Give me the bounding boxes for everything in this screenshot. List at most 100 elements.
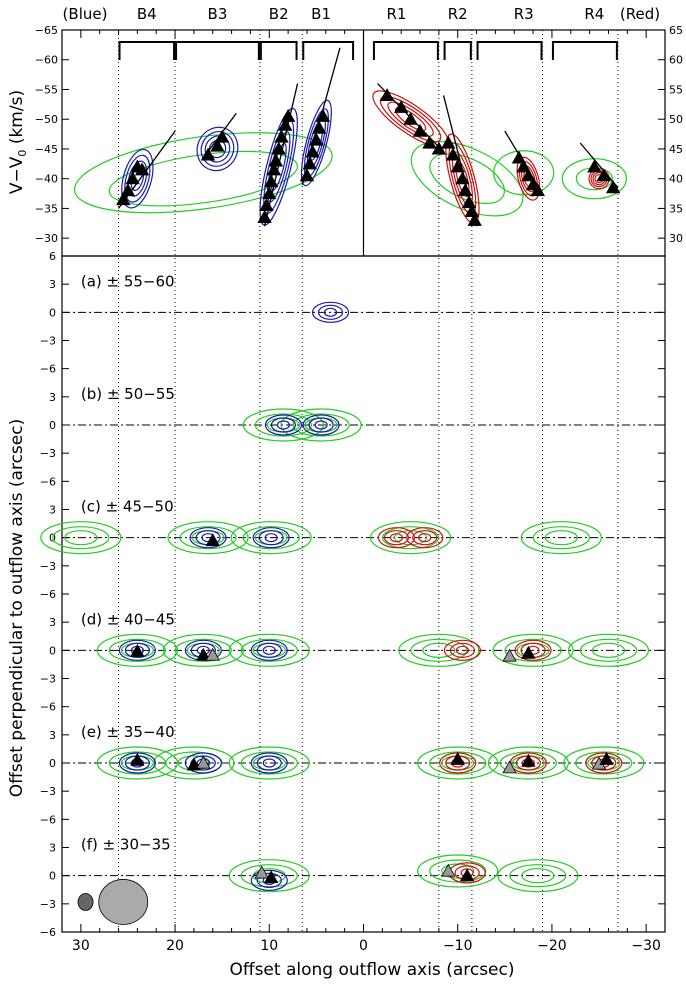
channel-y-tick-label: 0 bbox=[49, 419, 56, 432]
pv-blue-marker bbox=[312, 120, 327, 134]
knot-bracket bbox=[443, 41, 472, 60]
channel-black-marker bbox=[450, 751, 465, 765]
pv-red-marker bbox=[445, 147, 461, 161]
pv-fit-line bbox=[263, 83, 299, 227]
channel-blue-contour bbox=[262, 645, 276, 655]
channel-panel-label: (b) ± 50−55 bbox=[81, 385, 175, 403]
channel-co-contour bbox=[492, 633, 574, 667]
side-label-blue: (Blue) bbox=[63, 5, 108, 23]
pv-blue-contour bbox=[200, 131, 235, 167]
pv-blue-marker bbox=[274, 129, 289, 143]
channel-panel-label: (d) ± 40−45 bbox=[81, 610, 175, 628]
channel-blue-contour bbox=[308, 417, 334, 433]
knot-label-r4: R4 bbox=[584, 5, 604, 23]
channel-co-contour bbox=[532, 526, 590, 550]
channel-co-contour bbox=[521, 868, 555, 884]
channel-co-contour bbox=[429, 859, 487, 883]
channel-red-contour bbox=[406, 527, 444, 549]
pv-blue-marker bbox=[268, 153, 284, 167]
pv-red-marker bbox=[605, 180, 621, 194]
x-tick-label: 20 bbox=[166, 938, 184, 954]
channel-blue-contour bbox=[256, 755, 282, 771]
pv-blue-contour bbox=[259, 107, 298, 226]
pv-co-contour bbox=[410, 140, 524, 217]
pv-red-contour bbox=[387, 101, 434, 137]
channel-blue-contour bbox=[252, 527, 290, 549]
pv-blue-marker bbox=[210, 138, 225, 152]
channel-co-contour bbox=[228, 633, 310, 667]
channel-panel-label: (a) ± 55−60 bbox=[81, 272, 175, 290]
channel-blue-contour bbox=[270, 417, 297, 433]
channel-panel-label: (e) ± 35−40 bbox=[81, 723, 175, 741]
chart-marks: 30 20 10 0 −10 −20 −30−65 65−60 60−55 55−50 50−45 4… bbox=[35, 5, 683, 954]
channel-blue-contour bbox=[302, 414, 340, 436]
channel-black-marker bbox=[521, 753, 536, 767]
pv-blue-contour bbox=[121, 148, 154, 209]
channel-co-contour bbox=[40, 521, 122, 555]
pv-blue-marker bbox=[315, 108, 331, 122]
channel-co-contour bbox=[370, 521, 452, 555]
pv-y-tick-label-right: 35 bbox=[669, 202, 683, 215]
svg-text:V−V0 (km/s): V−V0 (km/s) bbox=[7, 90, 29, 194]
pv-red-marker bbox=[461, 195, 477, 209]
knot-bracket bbox=[118, 41, 176, 60]
channel-co-contour bbox=[417, 746, 499, 780]
pv-y-tick-label-right: 40 bbox=[669, 173, 683, 186]
channel-co-contour bbox=[254, 413, 313, 437]
knot-label-r2: R2 bbox=[448, 5, 468, 23]
channel-blue-contour bbox=[323, 307, 338, 317]
channel-red-contour bbox=[377, 527, 416, 549]
channel-black-marker bbox=[599, 751, 614, 765]
pv-red-marker bbox=[521, 168, 536, 182]
channel-y-tick-label: 3 bbox=[49, 616, 56, 629]
pv-red-marker bbox=[441, 135, 456, 149]
x-axis-label: Offset along outflow axis (arcsec) bbox=[229, 960, 514, 980]
channel-co-contour bbox=[487, 746, 569, 780]
channel-co-contour bbox=[242, 408, 325, 442]
pv-y-tick-label-right: 45 bbox=[669, 143, 683, 156]
knot-label-b4: B4 bbox=[137, 5, 157, 23]
channel-red-contour bbox=[389, 533, 404, 543]
pv-red-marker bbox=[530, 183, 545, 197]
x-tick-label: 10 bbox=[260, 938, 278, 954]
pv-blue-marker bbox=[125, 171, 140, 185]
channel-co-contour bbox=[417, 854, 499, 888]
channel-blue-contour bbox=[184, 752, 222, 774]
pv-blue-marker bbox=[280, 108, 296, 122]
channel-red-contour bbox=[514, 639, 552, 661]
channel-red-contour bbox=[591, 755, 617, 771]
pv-red-marker bbox=[450, 159, 465, 173]
channel-co-contour bbox=[591, 642, 626, 658]
channel-black-marker bbox=[521, 645, 536, 659]
channel-blue-contour bbox=[250, 752, 288, 774]
pv-y-tick-label-left: −65 bbox=[35, 24, 58, 37]
channel-co-contour bbox=[497, 859, 579, 893]
channel-co-contour bbox=[64, 530, 98, 546]
channel-red-contour bbox=[383, 530, 410, 546]
pv-y-tick-label-left: −30 bbox=[35, 232, 58, 245]
pv-blue-marker bbox=[266, 162, 282, 176]
channel-blue-contour bbox=[276, 420, 291, 430]
channel-blue-contour bbox=[250, 869, 288, 891]
pv-red-marker bbox=[596, 168, 611, 182]
channel-blue-contour bbox=[118, 639, 156, 661]
channel-blue-contour bbox=[189, 527, 227, 549]
channel-y-tick-label: −6 bbox=[40, 475, 56, 488]
pv-blue-contour bbox=[124, 154, 151, 203]
channel-black-marker bbox=[263, 870, 279, 884]
channel-black-marker bbox=[196, 647, 211, 661]
pv-y-tick-label-right: 60 bbox=[669, 54, 683, 67]
y-axis-label-pv: V−V0 (km/s) bbox=[7, 90, 29, 194]
knot-bracket bbox=[302, 41, 355, 60]
channel-co-contour bbox=[153, 746, 235, 780]
channel-co-contour bbox=[567, 633, 650, 667]
pv-blue-marker bbox=[214, 129, 230, 143]
channel-y-tick-label: 0 bbox=[49, 757, 56, 770]
channel-co-contour bbox=[240, 864, 298, 888]
side-label-red: (Red) bbox=[620, 5, 660, 23]
pv-red-marker bbox=[516, 159, 531, 173]
pv-y-tick-label-right: 55 bbox=[669, 83, 683, 96]
channel-y-tick-label: −6 bbox=[40, 588, 56, 601]
